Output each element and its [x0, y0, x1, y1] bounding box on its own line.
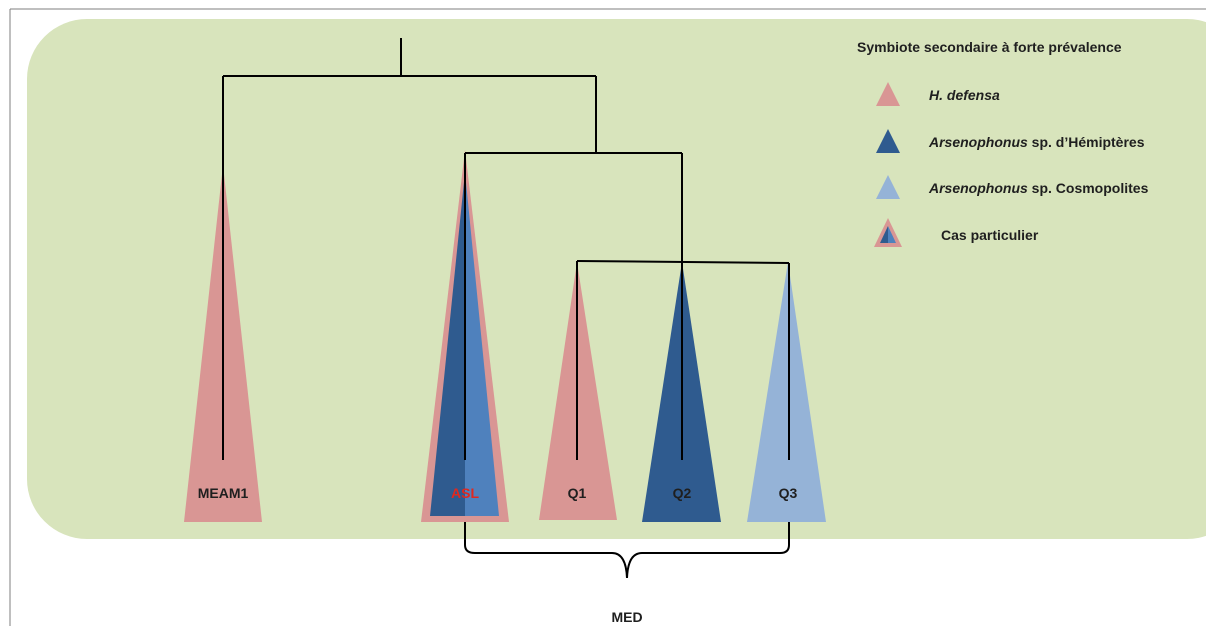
- triangle-asl-light: [465, 172, 499, 516]
- clade-label-q2: Q2: [673, 485, 692, 501]
- clade-label-q3: Q3: [779, 485, 798, 501]
- legend-item-2: Arsenophonus sp. d’Hémiptères: [928, 134, 1145, 150]
- triangle-q3: [747, 262, 826, 522]
- clade-label-asl: ASL: [451, 485, 479, 501]
- legend-icon-arseno-hemipteres: [876, 129, 900, 153]
- legend-item-1: H. defensa: [929, 87, 1000, 103]
- background-panel: [27, 19, 1206, 539]
- legend-item-4: Cas particulier: [941, 227, 1039, 243]
- legend: Symbiote secondaire à forte prévalence H…: [857, 39, 1149, 247]
- legend-icon-special-case-light: [888, 226, 896, 243]
- legend-icon-arseno-cosmopolites: [876, 175, 900, 199]
- tree-branches: [222, 38, 790, 460]
- group-label-med: MED: [611, 609, 642, 625]
- clade-label-q1: Q1: [568, 485, 587, 501]
- legend-title: Symbiote secondaire à forte prévalence: [857, 39, 1122, 55]
- legend-icon-special-case-dark: [880, 226, 888, 243]
- triangle-asl-dark: [430, 172, 465, 516]
- legend-item-3: Arsenophonus sp. Cosmopolites: [928, 180, 1149, 196]
- med-brace: [464, 522, 790, 579]
- clade-label-meam1: MEAM1: [198, 485, 249, 501]
- legend-icon-h-defensa: [876, 82, 900, 106]
